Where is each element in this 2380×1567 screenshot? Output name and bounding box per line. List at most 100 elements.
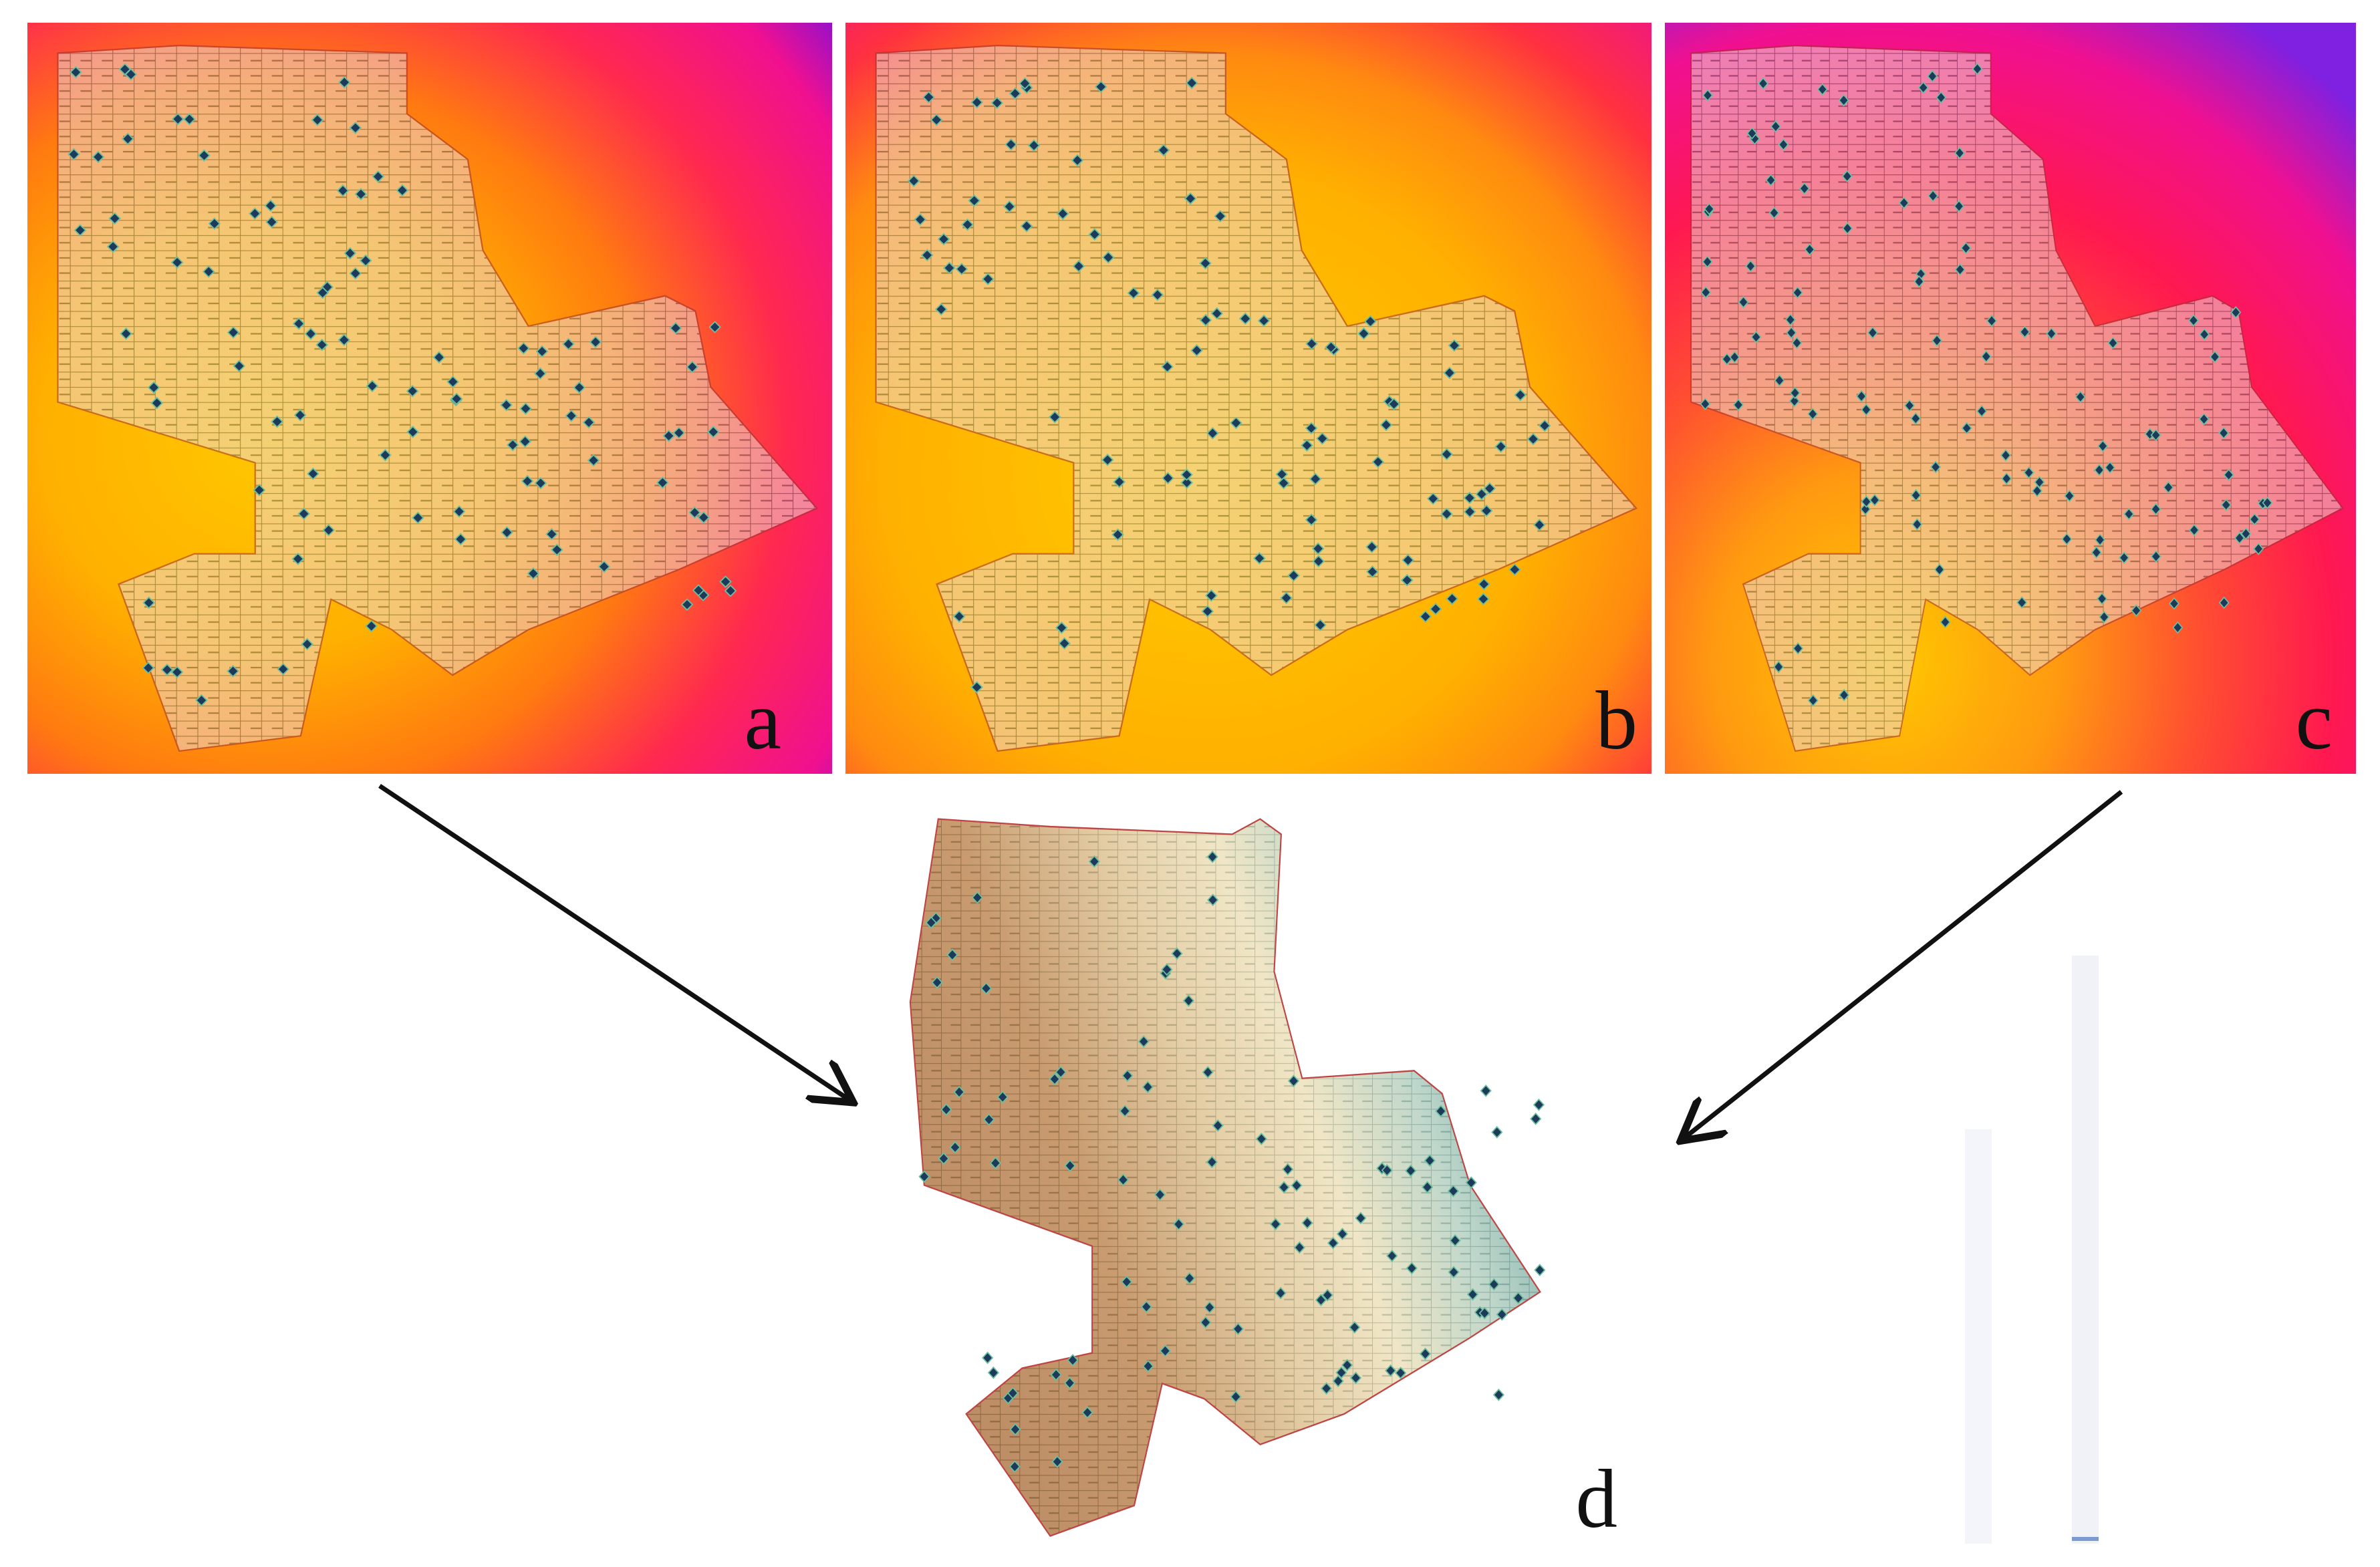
sample-point xyxy=(918,1170,930,1183)
sample-point xyxy=(1483,482,1496,495)
sample-point xyxy=(120,327,132,340)
sample-point xyxy=(316,286,329,299)
sample-point xyxy=(271,415,283,428)
sample-point xyxy=(1364,315,1377,328)
panel-label: c xyxy=(2296,675,2333,767)
sample-point xyxy=(265,215,278,229)
sample-point xyxy=(1928,189,1939,202)
sample-point xyxy=(1280,591,1293,605)
sample-point xyxy=(1477,577,1490,591)
sample-point xyxy=(2150,503,2161,516)
sample-point xyxy=(195,694,208,707)
sample-point xyxy=(920,249,934,262)
sample-point xyxy=(1817,83,1828,96)
sample-point xyxy=(450,392,463,406)
sample-point xyxy=(2172,621,2184,634)
sample-point xyxy=(1768,206,1780,219)
sample-point xyxy=(1206,1155,1218,1169)
sample-point xyxy=(1738,295,1749,309)
sample-point xyxy=(359,254,372,267)
sample-point xyxy=(1447,1185,1460,1197)
sample-point xyxy=(987,1366,999,1379)
sample-point xyxy=(2064,489,2075,503)
sample-point xyxy=(1287,569,1300,582)
map-panel xyxy=(1665,23,2356,774)
sample-point xyxy=(2107,336,2119,349)
sample-point xyxy=(534,476,547,490)
sample-point xyxy=(1007,1387,1019,1400)
sample-point xyxy=(1861,495,1872,509)
sample-point xyxy=(406,426,419,438)
sample-point xyxy=(1172,1218,1185,1231)
sample-point xyxy=(2061,533,2073,546)
panel-label: b xyxy=(1596,675,1638,767)
sample-point xyxy=(931,976,943,989)
sample-point xyxy=(1527,432,1540,446)
sample-point xyxy=(1934,563,1945,576)
sample-point xyxy=(202,265,215,278)
blank-bar xyxy=(1965,1129,1992,1544)
sample-point xyxy=(396,184,409,197)
sample-point xyxy=(1321,1288,1333,1302)
sample-point xyxy=(142,596,156,609)
sample-point xyxy=(1976,404,1988,418)
sample-point xyxy=(1904,399,1915,412)
sample-point xyxy=(1171,947,1183,960)
sample-point xyxy=(1184,192,1197,205)
sample-point xyxy=(1230,416,1242,430)
sample-point xyxy=(940,1103,952,1116)
sample-point xyxy=(1184,1272,1196,1285)
sample-point xyxy=(1159,1344,1172,1357)
sample-point xyxy=(1869,494,1880,507)
sample-point xyxy=(1791,336,1803,349)
sample-point xyxy=(292,317,305,330)
sample-point xyxy=(1050,1368,1062,1381)
sample-point xyxy=(1774,374,1785,387)
sample-point xyxy=(1910,412,1922,425)
sample-point xyxy=(1081,1406,1093,1419)
sample-point xyxy=(672,426,686,440)
sample-point xyxy=(1214,210,1227,223)
sample-point xyxy=(1954,263,1966,276)
sample-point xyxy=(1789,394,1800,408)
sample-point xyxy=(1386,1250,1398,1262)
sample-point xyxy=(1305,513,1318,527)
sample-point xyxy=(227,326,240,339)
sample-point xyxy=(1402,553,1415,567)
sample-point xyxy=(680,598,694,611)
sample-point xyxy=(562,337,575,351)
sample-point xyxy=(1463,491,1476,505)
sample-point xyxy=(432,351,446,364)
sample-point xyxy=(706,426,720,438)
sample-point xyxy=(1702,89,1714,102)
sample-point xyxy=(2209,350,2220,364)
sample-point xyxy=(2253,543,2264,555)
sample-point xyxy=(1142,1360,1154,1373)
sample-point xyxy=(1379,418,1393,432)
sample-point xyxy=(2097,592,2108,605)
sample-point xyxy=(1838,94,1849,107)
sample-point xyxy=(311,114,324,126)
sample-point xyxy=(171,112,184,126)
sample-point xyxy=(1422,1181,1434,1193)
sample-point xyxy=(1355,1212,1367,1225)
sample-point xyxy=(724,584,737,597)
sample-point xyxy=(198,149,211,162)
sample-point xyxy=(1327,1236,1339,1250)
sample-point xyxy=(1443,366,1456,380)
sample-point xyxy=(1321,1382,1333,1395)
sample-point xyxy=(1180,468,1193,481)
sample-point xyxy=(1496,1308,1508,1321)
sample-point xyxy=(1009,1423,1021,1436)
sample-point xyxy=(1480,1084,1492,1097)
sample-point xyxy=(1113,475,1126,488)
sample-point xyxy=(1911,518,1923,531)
sample-point xyxy=(1512,1292,1525,1304)
sample-point xyxy=(2169,597,2180,610)
sample-point xyxy=(277,663,289,676)
district-parcels xyxy=(909,818,1541,1537)
sample-point xyxy=(92,150,105,164)
sample-point xyxy=(315,338,329,351)
sample-point xyxy=(68,148,80,161)
